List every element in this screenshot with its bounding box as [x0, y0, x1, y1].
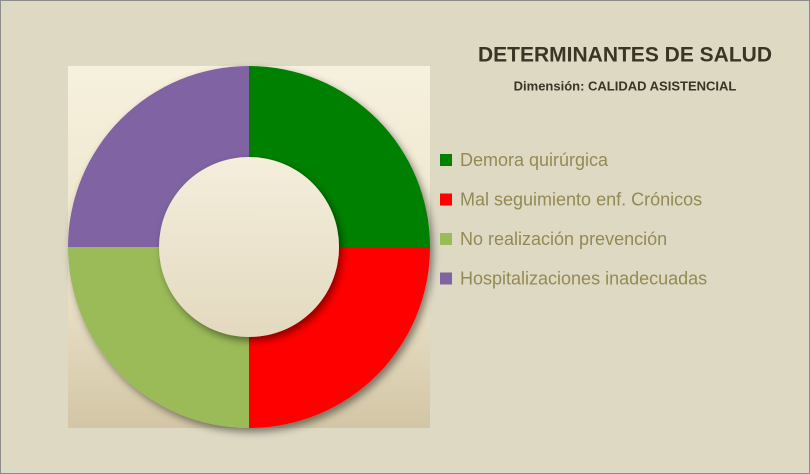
donut-slice — [68, 66, 249, 247]
legend-label: No realización prevención — [460, 229, 667, 249]
legend-swatch — [440, 193, 452, 206]
legend-swatch — [440, 154, 452, 166]
donut-slice — [68, 247, 249, 428]
legend-label: Demora quirúrgica — [460, 150, 609, 170]
legend-swatch — [440, 233, 452, 245]
chart-title: DETERMINANTES DE SALUD — [478, 44, 772, 67]
legend-label: Mal seguimiento enf. Crónicos — [460, 189, 702, 209]
donut-slice — [249, 247, 430, 428]
legend-label: Hospitalizaciones inadecuadas — [460, 268, 707, 288]
chart-subtitle: Dimensión: CALIDAD ASISTENCIAL — [514, 78, 737, 93]
donut — [68, 66, 430, 428]
donut-slice — [249, 66, 430, 247]
legend-swatch — [440, 272, 452, 285]
donut-hole — [159, 157, 339, 337]
